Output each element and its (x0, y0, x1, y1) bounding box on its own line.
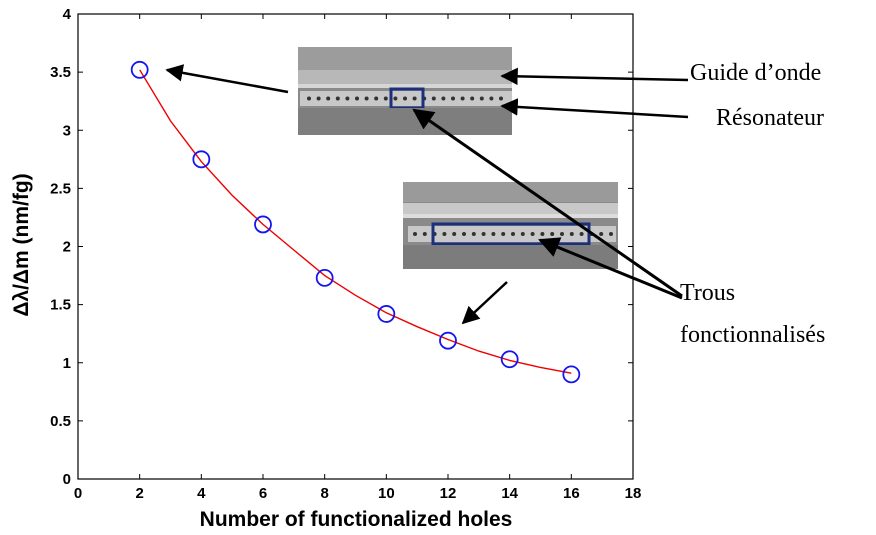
y-tick-label: 3.5 (50, 64, 71, 81)
hole-dot (462, 232, 466, 236)
data-point (130, 60, 149, 79)
hole-dot (550, 232, 555, 236)
hole-dot (569, 232, 574, 236)
y-tick-label: 3 (63, 122, 71, 139)
y-tick-label: 4 (63, 6, 72, 23)
arrow-to-bottom-holes (538, 237, 683, 300)
data-point (254, 215, 272, 234)
x-tick-label: 8 (320, 485, 328, 502)
x-tick-label: 6 (259, 485, 267, 502)
label-trous: Trous (680, 280, 735, 306)
hole-dot (479, 96, 484, 101)
data-point (439, 331, 457, 350)
data-markers (130, 60, 581, 384)
arrow-to-point-12 (461, 281, 508, 325)
data-point (377, 305, 396, 323)
y-axis-label: Δλ/Δm (nm/fg) (10, 173, 33, 316)
hole-dot (471, 232, 476, 236)
hole-dot (364, 96, 369, 101)
y-tick-label: 1.5 (50, 297, 71, 314)
hole-dot (393, 96, 398, 101)
hole-dot (374, 96, 379, 101)
hole-dot (326, 96, 331, 101)
hole-dot (335, 96, 340, 101)
hole-dot (383, 96, 388, 101)
x-axis: 0 2 4 6 8 10 12 14 16 18 (74, 14, 642, 502)
arrow-to-point-2 (165, 64, 289, 94)
y-tick-label: 0.5 (50, 413, 71, 430)
hole-dot (530, 232, 535, 236)
arrow-to-top-holes (412, 108, 683, 298)
x-tick-label: 18 (625, 485, 642, 502)
arrow-to-waveguide (500, 67, 689, 86)
hole-dot (599, 232, 604, 236)
hole-dot (560, 232, 564, 236)
hole-dot (501, 232, 506, 236)
x-tick-label: 4 (197, 485, 206, 502)
hole-dot (491, 232, 496, 236)
hole-dot (412, 96, 417, 101)
hole-dot (307, 96, 311, 101)
hole-dot (511, 232, 515, 236)
sem-image-top (298, 47, 512, 135)
hole-dot (355, 96, 359, 101)
hole-dot (403, 96, 407, 101)
hole-dot (345, 96, 350, 101)
label-fonctionnalises: fonctionnalisés (680, 322, 825, 348)
x-tick-label: 2 (135, 485, 143, 502)
x-tick-label: 0 (74, 485, 82, 502)
hole-dot (460, 96, 465, 101)
hole-dot (316, 96, 321, 101)
y-tick-label: 0 (63, 471, 71, 488)
arrow-to-resonator (500, 98, 689, 119)
y-axis: 0 0.5 1 1.5 2 2.5 3 3.5 4 (50, 6, 633, 488)
y-tick-label: 1 (63, 355, 71, 372)
hole-dot (441, 96, 446, 101)
hole-dot (520, 232, 525, 236)
hole-dot (540, 232, 545, 236)
label-guide-donde: Guide d’onde (690, 60, 821, 86)
hole-dot (489, 96, 494, 101)
x-tick-label: 12 (440, 485, 457, 502)
x-axis-label: Number of functionalized holes (200, 508, 513, 531)
hole-dot (431, 96, 436, 101)
data-point (315, 268, 334, 287)
hole-dot (413, 232, 417, 236)
data-point (562, 365, 581, 384)
hole-dot (481, 232, 486, 236)
fit-curve (139, 69, 572, 374)
hole-dot (452, 232, 457, 236)
y-tick-label: 2.5 (50, 180, 71, 197)
label-resonateur: Résonateur (716, 105, 824, 131)
sem-image-bottom (403, 182, 618, 269)
data-point (500, 350, 519, 369)
x-tick-label: 16 (563, 485, 580, 502)
hole-dot (451, 96, 455, 101)
data-point (192, 150, 211, 169)
hole-dot (470, 96, 475, 101)
hole-dot (499, 96, 503, 101)
hole-dot (442, 232, 447, 236)
hole-dot (579, 232, 584, 236)
x-tick-label: 10 (378, 485, 395, 502)
hole-dot (609, 232, 613, 236)
x-tick-label: 14 (501, 485, 518, 502)
y-tick-label: 2 (63, 239, 71, 256)
hole-dot (422, 232, 427, 236)
